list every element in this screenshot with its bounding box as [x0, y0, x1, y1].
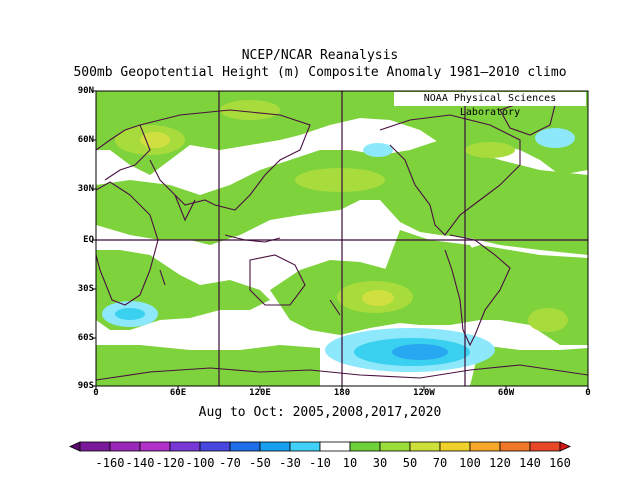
- composite-dates: Aug to Oct: 2005,2008,2017,2020: [198, 405, 442, 420]
- lon-label-120e: 120E: [249, 388, 271, 398]
- anomaly-low-north-atlantic: [535, 128, 575, 148]
- colorbar-tick-label: 100: [459, 456, 481, 470]
- credit-label: NOAA Physical Sciences Laboratory: [394, 92, 586, 118]
- coastline-australia: [249, 254, 306, 306]
- anomaly-region-antarctic: [96, 345, 320, 386]
- lon-label-0-east: 0: [585, 388, 591, 398]
- anomaly-high-south-pacific-core: [362, 290, 394, 306]
- colorbar-tick-label: -120: [155, 456, 185, 470]
- coastline-south-america: [444, 234, 511, 347]
- lat-label-30n: 30N: [77, 184, 94, 194]
- anomaly-high-south-atlantic: [528, 308, 568, 332]
- coastline-antarctica: [96, 364, 588, 381]
- colorbar-swatch: [349, 441, 381, 452]
- colorbar-swatch: [409, 441, 441, 452]
- tick-marks: [92, 90, 589, 390]
- lat-label-60n: 60N: [77, 135, 94, 145]
- colorbar-swatch: [379, 441, 411, 452]
- colorbar-swatch: [199, 441, 231, 452]
- lat-label-90s: 90S: [77, 381, 94, 391]
- colorbar-swatch: [69, 441, 81, 452]
- colorbar-swatch: [529, 441, 561, 452]
- colorbar-tick-label: 160: [549, 456, 571, 470]
- colorbar-swatch: [559, 441, 571, 452]
- coastline-asia: [139, 109, 311, 211]
- colorbar-swatch: [109, 441, 141, 452]
- lat-label-90n: 90N: [77, 86, 94, 96]
- anomaly-high-north-america: [465, 142, 515, 158]
- chart-subtitle: 500mb Geopotential Height (m) Composite …: [73, 65, 567, 80]
- colorbar-tick-label: -100: [185, 456, 215, 470]
- colorbar-swatch: [229, 441, 261, 452]
- anomaly-high-north-pacific: [295, 168, 385, 192]
- grid-lines: [96, 91, 588, 386]
- anomaly-region-south-america: [385, 230, 480, 290]
- coastline-north-america: [379, 114, 521, 236]
- colorbar-tick-label: -160: [95, 456, 125, 470]
- anomaly-high-arctic-asia: [220, 100, 280, 120]
- colorbar-swatch: [289, 441, 321, 452]
- chart-title: NCEP/NCAR Reanalysis: [241, 48, 399, 63]
- coastline-new-zealand: [329, 299, 341, 316]
- lon-label-120w: 120W: [413, 388, 435, 398]
- coastline-africa: [96, 181, 159, 306]
- colorbar-swatch: [259, 441, 291, 452]
- lat-label-60s: 60S: [77, 333, 94, 343]
- colorbar-swatch: [469, 441, 501, 452]
- colorbar-swatch: [79, 441, 111, 452]
- colorbar-tick-label: 50: [402, 456, 418, 470]
- colorbar-tick-label: -70: [219, 456, 241, 470]
- colorbar-tick-label: 10: [342, 456, 358, 470]
- colorbar-tick-label: -10: [309, 456, 331, 470]
- colorbar-swatch: [439, 441, 471, 452]
- anomaly-low-south-indian-core: [115, 308, 145, 320]
- colorbar-swatch: [139, 441, 171, 452]
- lat-label-30s: 30S: [77, 284, 94, 294]
- colorbar-tick-label: -50: [249, 456, 271, 470]
- coastline-europe: [96, 124, 151, 181]
- colorbar-tick-label: -140: [125, 456, 155, 470]
- anomaly-low-bering: [363, 143, 393, 157]
- anomaly-low-southern-ocean-core: [392, 344, 448, 360]
- lon-label-60w: 60W: [497, 388, 515, 398]
- coastlines: [96, 99, 588, 381]
- colorbar-tick-label: 120: [489, 456, 511, 470]
- colorbar-tick-label: 70: [432, 456, 448, 470]
- anomaly-region-antarctic-east: [470, 345, 588, 386]
- lon-label-60e: 60E: [169, 388, 187, 398]
- colorbar-tick-label: 140: [519, 456, 541, 470]
- colorbar-swatch: [319, 441, 351, 452]
- colorbar-tick-label: -30: [279, 456, 301, 470]
- lon-label-0: 0: [93, 388, 99, 398]
- coastline-madagascar: [159, 269, 166, 286]
- colorbar-swatch: [169, 441, 201, 452]
- colorbar-swatch: [499, 441, 531, 452]
- lon-label-180: 180: [333, 388, 351, 398]
- colorbar-tick-label: 30: [372, 456, 388, 470]
- lat-label-eq: EQ: [83, 235, 94, 245]
- coastline-india: [174, 194, 196, 222]
